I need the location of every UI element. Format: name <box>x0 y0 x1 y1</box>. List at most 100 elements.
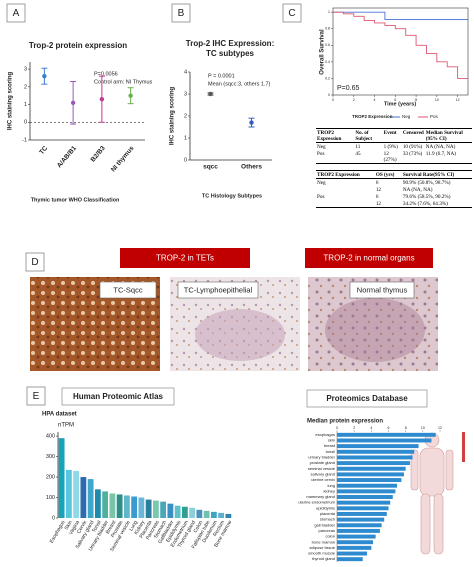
x-axis-label: Time (years) <box>384 101 416 107</box>
tissue <box>195 309 285 361</box>
section-header-text: TROP-2 in TETs <box>156 254 214 263</box>
x-tick-label: 12 <box>438 426 442 430</box>
table-cell: 45 <box>354 150 383 164</box>
y-tick-label: 200 <box>46 475 55 481</box>
y-tick-label: colon <box>325 534 335 539</box>
bar <box>210 511 217 518</box>
image-caption-box <box>177 281 259 299</box>
x-tick-label: TC <box>38 145 49 156</box>
bar <box>109 493 116 518</box>
chart-title: Median protein expression <box>307 419 383 425</box>
bar <box>225 513 232 518</box>
bar <box>337 478 402 483</box>
table-row: 12 34.2% (7.6%, 64.3%) <box>316 200 472 208</box>
header-cell: No. of Subject <box>354 128 383 143</box>
header-cell: Median Survival (95% CI) <box>424 128 472 143</box>
bar <box>73 470 80 518</box>
header-cell: Survival Rate(95% CI) <box>401 170 472 179</box>
bar <box>337 545 372 550</box>
chart-title: Trop-2 protein expression <box>29 41 127 50</box>
bar <box>167 503 174 518</box>
body-silhouette <box>410 432 454 555</box>
image-caption: TC-Sqcc <box>113 285 142 294</box>
color-scale <box>462 432 465 462</box>
y-tick-label: placenta <box>320 511 336 516</box>
bar <box>337 495 393 499</box>
x-tick-label: NI thymus <box>110 145 136 174</box>
y-tick-label: stomach <box>320 517 335 522</box>
bar <box>131 496 138 518</box>
table-cell: Neg <box>317 143 326 150</box>
table-cell: 33 (73%) <box>401 150 425 164</box>
y-tick-label: 1 <box>24 102 27 108</box>
survival-curve <box>333 11 468 21</box>
bar <box>138 497 145 518</box>
table-cell: Pos <box>317 193 325 200</box>
y-tick-label: 0.6 <box>325 43 330 47</box>
y-tick-label: 0.4 <box>325 60 330 64</box>
point <box>99 97 105 102</box>
bar <box>337 489 396 494</box>
y-axis-label: Overall Survival <box>320 29 326 75</box>
heading-box <box>306 389 428 408</box>
table-head: TROP2 Expression OS (yrs) Survival Rate(95… <box>316 170 472 179</box>
x-tick-label: 6 <box>394 98 396 102</box>
table-row: 12 NA (NA, NA) <box>316 186 472 193</box>
heading: Proteomics Database <box>326 394 408 403</box>
y-tick-label: pancreas <box>319 528 335 533</box>
x-tick-label: Tonsil <box>91 520 103 534</box>
x-tick-label: 8 <box>415 98 417 102</box>
tissue <box>325 298 425 362</box>
y-tick-label: lung <box>327 483 335 488</box>
table-cell: 34.2% (7.6%, 64.3%) <box>401 200 472 208</box>
bar <box>337 466 406 471</box>
section-header <box>305 248 433 268</box>
table-cell: 79.6% (58.5%, 90.2%) <box>402 193 451 200</box>
bar <box>337 517 385 522</box>
table-cell: 90.9% (50.8%, 98.7%) <box>402 179 451 186</box>
bar <box>337 432 436 437</box>
chart-title: TC subtypes <box>206 49 255 58</box>
table-cell: NA (NA, NA) <box>402 186 433 193</box>
heading-box <box>61 387 175 406</box>
y-tick-label: salivary gland <box>311 471 335 476</box>
x-tick-label: 0 <box>336 426 338 430</box>
panel-label-box <box>171 3 191 23</box>
y-tick-label: 3 <box>184 91 187 97</box>
annotation: P = 0.0001 <box>208 73 235 79</box>
panel-label: B <box>178 8 185 19</box>
bar <box>196 509 203 518</box>
table-cell: 1 (9%) <box>383 143 398 150</box>
bar <box>337 455 413 460</box>
table-cell <box>316 186 375 193</box>
y-tick-label: smooth muscle <box>308 551 336 556</box>
y-tick-label: thyroid gland <box>312 556 335 561</box>
y-tick-label: kidney <box>323 488 335 493</box>
image-caption-box <box>349 281 415 299</box>
y-tick-label: mammary gland <box>306 494 335 499</box>
y-tick-label: 0.8 <box>325 27 330 31</box>
table-cell: 10 (91%) <box>402 143 423 150</box>
y-tick-label: 100 <box>46 495 55 501</box>
annotation: Control arm: NI Thymus <box>94 79 153 85</box>
bar <box>123 495 130 518</box>
bar <box>116 494 123 518</box>
plot-frame <box>332 7 469 96</box>
y-tick-label: -1 <box>22 137 27 143</box>
y-tick-label: breast <box>324 443 336 448</box>
survival-tables: TROP2 Expression No. of Subject Event Censo… <box>316 128 472 214</box>
chart-title: Trop-2 IHC Expression: <box>186 39 274 48</box>
y-tick-label: 2 <box>24 84 27 90</box>
bar <box>337 449 415 454</box>
x-tick-label: Lung <box>128 519 139 532</box>
bar <box>160 501 167 518</box>
table-cell <box>316 200 375 208</box>
y-tick-label: skin <box>328 438 335 443</box>
x-axis-label: Thymic tumor WHO Classification <box>31 197 120 203</box>
y-tick-label: urinary bladder <box>308 454 335 459</box>
table-cell: 6 <box>375 193 379 200</box>
bar <box>337 540 374 545</box>
point <box>249 120 254 125</box>
header-cell: OS (yrs) <box>374 170 402 179</box>
y-tick-label: 0.2 <box>325 76 330 80</box>
